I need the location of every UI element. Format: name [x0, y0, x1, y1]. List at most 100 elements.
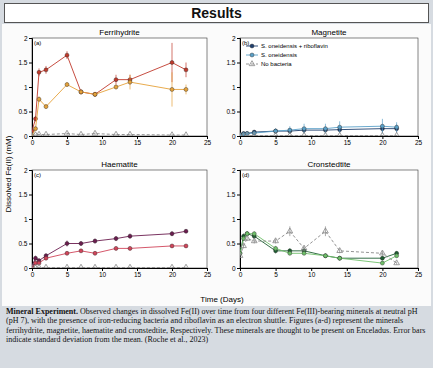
y-tick: 2 [232, 35, 240, 42]
x-tick-label: 10 [308, 271, 316, 278]
data-point [183, 132, 189, 136]
data-point [244, 132, 250, 136]
x-tick: 0 [31, 136, 35, 146]
x-tick-label: 5 [274, 139, 278, 146]
data-point [183, 264, 189, 268]
data-point [338, 125, 342, 129]
data-point [79, 90, 83, 94]
x-tick: 15 [134, 136, 142, 146]
data-point [380, 250, 386, 255]
caption-lead: Mineral Experiment. [6, 307, 78, 316]
series-line [240, 234, 397, 263]
y-tick-label: 1.5 [18, 59, 27, 66]
y-tick: 2 [232, 167, 240, 174]
x-tick-label: 0 [31, 271, 35, 278]
data-point [380, 124, 384, 128]
series-line [32, 231, 186, 265]
y-tick-label: 1 [24, 84, 28, 91]
x-axis-line [33, 269, 208, 272]
x-tick-label: 20 [379, 139, 387, 146]
y-tick: 2 [24, 167, 32, 174]
panel-letter: (c) [34, 172, 41, 178]
x-axis-line [241, 269, 419, 272]
series-line [240, 231, 397, 263]
data-point [114, 246, 118, 250]
data-point [64, 264, 70, 268]
x-tick: 20 [169, 136, 177, 146]
x-axis: 0510152025 [31, 268, 212, 278]
x-tick: 20 [379, 136, 387, 146]
y-tick-mark [237, 268, 240, 269]
error-bar [81, 267, 82, 268]
data-point [380, 256, 384, 260]
y-tick-label: 0.5 [18, 240, 27, 247]
error-bar [172, 267, 173, 268]
data-point [184, 244, 188, 248]
x-tick: 10 [308, 136, 316, 146]
x-tick-label: 15 [134, 271, 142, 278]
data-point [301, 132, 307, 136]
x-tick-label: 15 [344, 271, 352, 278]
data-point [184, 68, 188, 72]
legend-marker [250, 44, 254, 48]
series-line [32, 134, 186, 136]
error-bar [39, 134, 40, 136]
data-point [93, 92, 97, 96]
panel-title: Haematite [101, 160, 138, 169]
error-bar [130, 134, 131, 136]
data-point [79, 90, 83, 94]
y-tick-label: 1.5 [18, 191, 27, 198]
data-point [169, 132, 175, 136]
y-tick-label: 1.5 [226, 59, 235, 66]
y-tick-label: 2 [24, 167, 28, 174]
data-point [380, 132, 386, 136]
panel: 051015202500.511.52Ferrihydrite(a) [18, 28, 211, 146]
y-tick-mark [237, 244, 240, 245]
y-axis: 00.511.52 [18, 167, 32, 272]
y-axis-line [237, 39, 241, 137]
y-tick: 1 [232, 84, 240, 91]
data-point [251, 238, 257, 243]
data-point [251, 132, 257, 136]
data-point [302, 251, 306, 255]
data-point [43, 264, 49, 268]
data-point [114, 78, 118, 82]
data-point [128, 234, 132, 238]
data-point [64, 130, 70, 135]
x-tick: 15 [344, 268, 352, 278]
y-tick-label: 1 [24, 216, 28, 223]
y-tick-mark [237, 63, 240, 64]
data-point [240, 252, 243, 257]
y-tick-mark [237, 219, 240, 220]
x-tick: 25 [415, 136, 423, 146]
y-tick: 1.5 [18, 59, 32, 66]
y-tick: 1 [232, 216, 240, 223]
data-point [252, 232, 256, 236]
error-bar [35, 134, 36, 136]
figure: Dissolved Fe(II) (mM)Time (Days)05101520… [2, 24, 431, 306]
x-tick: 10 [308, 268, 316, 278]
series-line [32, 267, 186, 268]
data-point [323, 127, 327, 131]
legend: S. oneidensis + riboflavinS. oneidensisN… [246, 43, 328, 67]
plot-area [240, 226, 399, 265]
error-bar [325, 135, 326, 136]
x-tick-label: 25 [415, 271, 423, 278]
y-tick: 0 [232, 133, 240, 140]
error-bar [67, 267, 68, 268]
data-point [288, 251, 292, 255]
panel: 051015202500.511.52Haematite(c) [18, 160, 211, 278]
error-bar [186, 134, 187, 136]
error-bar [254, 135, 255, 136]
y-tick: 2 [24, 35, 32, 42]
x-axis: 0510152025 [239, 136, 423, 146]
x-tick-label: 25 [415, 139, 423, 146]
panel-title: Magnetite [311, 28, 347, 37]
y-tick-label: 0.5 [226, 240, 235, 247]
data-point [44, 256, 48, 260]
x-tick-label: 25 [204, 139, 212, 146]
y-tick-label: 2 [232, 35, 236, 42]
panel: 051015202500.511.52Cronstedtite(d) [226, 160, 422, 278]
y-tick-mark [237, 170, 240, 171]
error-bar [247, 135, 248, 136]
